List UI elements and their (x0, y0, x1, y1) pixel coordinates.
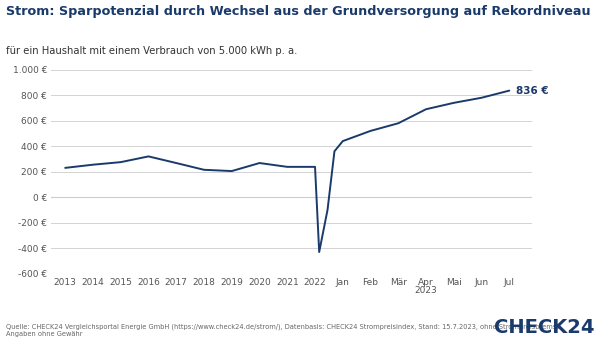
Text: 836 €: 836 € (516, 86, 549, 96)
Text: für ein Haushalt mit einem Verbrauch von 5.000 kWh p. a.: für ein Haushalt mit einem Verbrauch von… (6, 46, 297, 56)
Text: Strom: Sparpotenzial durch Wechsel aus der Grundversorgung auf Rekordniveau: Strom: Sparpotenzial durch Wechsel aus d… (6, 5, 591, 18)
Text: 2023: 2023 (415, 286, 437, 295)
Text: CHECK24: CHECK24 (495, 318, 595, 337)
Text: Quelle: CHECK24 Vergleichsportal Energie GmbH (https://www.check24.de/strom/), D: Quelle: CHECK24 Vergleichsportal Energie… (6, 323, 561, 337)
